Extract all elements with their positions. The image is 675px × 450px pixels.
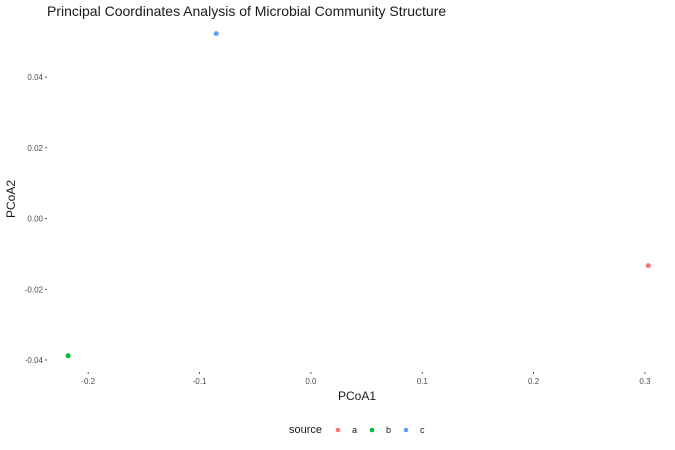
x-tick-label: 0.3 — [639, 377, 651, 386]
legend-key-a — [335, 427, 341, 433]
point-b — [65, 353, 71, 359]
x-axis: -0.2 -0.1 0.0 0.1 0.2 0.3 — [81, 372, 651, 386]
y-tick-label: -0.02 — [25, 285, 44, 294]
data-points — [65, 31, 651, 359]
legend-title: source — [289, 424, 322, 436]
point-a — [645, 263, 651, 269]
chart-title: Principal Coordinates Analysis of Microb… — [47, 3, 446, 19]
y-axis-title: PCoA2 — [4, 180, 18, 218]
point-c — [213, 31, 219, 37]
legend-key-b — [369, 427, 375, 433]
y-tick-label: 0.00 — [27, 215, 43, 224]
y-axis: -0.04 -0.02 0.00 0.02 0.04 — [25, 73, 47, 365]
legend-key-c — [403, 427, 409, 433]
x-tick-label: -0.1 — [193, 377, 207, 386]
x-axis-title: PCoA1 — [338, 389, 376, 403]
legend: source a b c — [289, 424, 425, 436]
x-tick-label: -0.2 — [81, 377, 95, 386]
y-tick-label: 0.02 — [27, 144, 43, 153]
legend-label-b: b — [386, 425, 391, 435]
legend-label-c: c — [420, 425, 425, 435]
legend-label-a: a — [352, 425, 357, 435]
x-tick-label: 0.1 — [417, 377, 429, 386]
x-tick-label: 0.2 — [528, 377, 540, 386]
y-tick-label: -0.04 — [25, 356, 44, 365]
y-tick-label: 0.04 — [27, 73, 43, 82]
x-tick-label: 0.0 — [305, 377, 317, 386]
